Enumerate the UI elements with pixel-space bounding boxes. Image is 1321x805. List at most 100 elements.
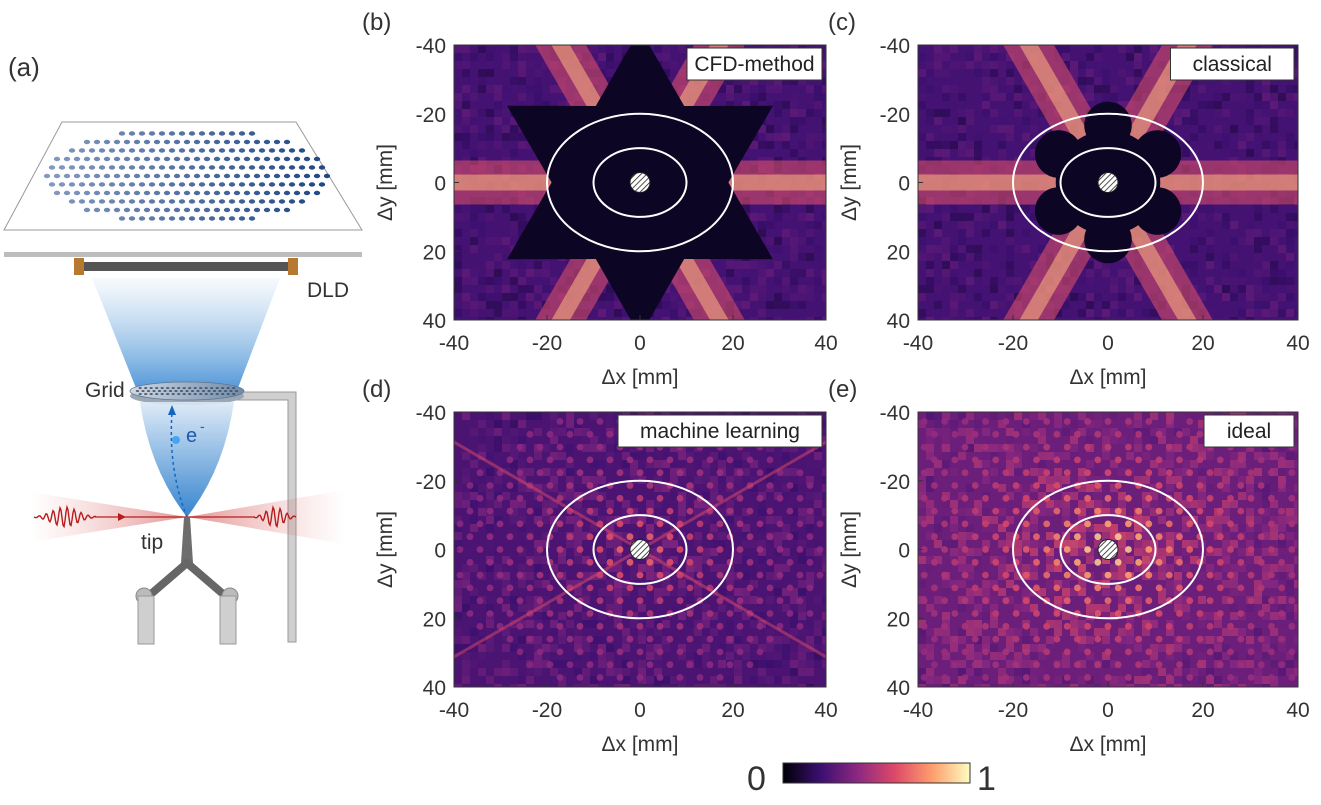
diffraction-spot	[486, 482, 494, 489]
heatmap-pixel	[1222, 277, 1230, 285]
heatmap-pixel	[1150, 428, 1158, 436]
heatmap-pixel	[1014, 109, 1022, 117]
heatmap-pixel	[478, 69, 486, 77]
heatmap-pixel	[926, 420, 934, 428]
heatmap-pixel	[1086, 436, 1094, 444]
heatmap-pixel	[758, 500, 766, 508]
heatmap-pixel	[1198, 468, 1206, 476]
heatmap-pixel	[1022, 644, 1030, 652]
heatmap-pixel	[494, 420, 502, 428]
diffraction-spot	[1186, 393, 1193, 400]
heatmap-pixel	[1030, 141, 1038, 149]
heatmap-pixel	[774, 269, 782, 277]
detector-hit	[203, 190, 211, 196]
heatmap-pixel	[1126, 261, 1134, 269]
heatmap-pixel	[454, 253, 462, 261]
heatmap-pixel	[662, 484, 670, 492]
heatmap-pixel	[814, 540, 822, 548]
heatmap-pixel	[726, 628, 734, 636]
heatmap-pixel	[958, 604, 966, 612]
heatmap-pixel	[494, 237, 502, 245]
heatmap-pixel	[926, 61, 934, 69]
diffraction-spot	[706, 661, 714, 669]
electron-emission-cone	[140, 402, 234, 517]
heatmap-pixel	[1230, 580, 1238, 588]
heatmap-pixel	[1086, 460, 1094, 468]
heatmap-pixel	[782, 133, 790, 141]
diffraction-spot	[941, 393, 948, 400]
heatmap-pixel	[942, 628, 950, 636]
heatmap-pixel	[974, 628, 982, 636]
diffraction-spot	[486, 558, 494, 566]
heatmap-pixel	[1062, 61, 1070, 69]
y-tick-label: 20	[423, 608, 446, 631]
heatmap-pixel	[470, 53, 478, 61]
heatmap-pixel	[462, 572, 470, 580]
heatmap-pixel	[462, 676, 470, 684]
heatmap-pixel	[742, 524, 750, 532]
heatmap-pixel	[926, 628, 934, 636]
heatmap-pixel	[486, 277, 494, 285]
diffraction-spot	[1074, 456, 1081, 464]
diffraction-spot	[606, 558, 614, 566]
heatmap-pixel	[942, 109, 950, 117]
heatmap-pixel	[710, 492, 718, 500]
grid-hole	[215, 387, 219, 389]
heatmap-pixel	[766, 580, 774, 588]
heatmap-pixel	[494, 309, 502, 317]
detector-hit	[208, 199, 216, 204]
diffraction-spot	[1145, 597, 1153, 605]
heatmap-pixel	[662, 572, 670, 580]
diffraction-spot	[586, 533, 594, 541]
method-label-box	[1170, 47, 1295, 81]
detector-hit	[258, 148, 266, 153]
heatmap-pixel	[1086, 85, 1094, 93]
heatmap-pixel	[1278, 277, 1286, 285]
heatmap-pixel	[478, 317, 486, 320]
heatmap-pixel	[790, 109, 798, 117]
heatmap-pixel	[550, 668, 558, 676]
heatmap-pixel	[494, 644, 502, 652]
detector-hit	[198, 182, 206, 187]
x-tick-label: -20	[998, 332, 1028, 355]
heatmap-pixel	[1254, 213, 1262, 221]
heatmap-pixel	[1054, 452, 1062, 460]
diffraction-spot	[1197, 380, 1204, 387]
y-axis-label: Δy [mm]	[374, 144, 397, 221]
heatmap-pixel	[782, 676, 790, 684]
heatmap-pixel	[1094, 540, 1102, 548]
heatmap-pixel	[766, 125, 774, 133]
heatmap-pixel	[1262, 261, 1270, 269]
heatmap-pixel	[934, 117, 942, 125]
method-label-box	[617, 414, 823, 448]
heatmap-pixel	[1062, 540, 1070, 548]
diffraction-spot	[1176, 482, 1183, 489]
heatmap-pixel	[510, 420, 518, 428]
heatmap-pixel	[1222, 652, 1230, 660]
detector-hit	[248, 199, 256, 204]
heatmap-pixel	[1078, 293, 1086, 301]
heatmap-pixel	[926, 412, 934, 420]
heatmap-pixel	[454, 205, 462, 213]
heatmap-pixel	[654, 540, 662, 548]
heatmap-pixel	[1270, 237, 1278, 245]
heatmap-pixel	[526, 45, 534, 53]
heatmap-pixel	[1006, 460, 1014, 468]
diffraction-spot	[546, 507, 554, 515]
heatmap-pixel	[1118, 596, 1126, 604]
heatmap-pixel	[958, 508, 966, 516]
diffraction-spot	[961, 597, 969, 605]
heatmap-pixel	[1246, 540, 1254, 548]
heatmap-pixel	[798, 213, 806, 221]
detector-hit	[53, 173, 61, 179]
heatmap-pixel	[1270, 261, 1278, 269]
diffraction-spot	[880, 521, 887, 528]
heatmap-pixel	[550, 660, 558, 668]
heatmap-pixel	[1134, 452, 1142, 460]
detector-hit	[88, 148, 96, 153]
detector-hit	[188, 199, 196, 204]
detector-hit	[288, 199, 296, 204]
heatmap-pixel	[694, 628, 702, 636]
heatmap-pixel	[942, 85, 950, 93]
diffraction-spot	[829, 559, 836, 566]
